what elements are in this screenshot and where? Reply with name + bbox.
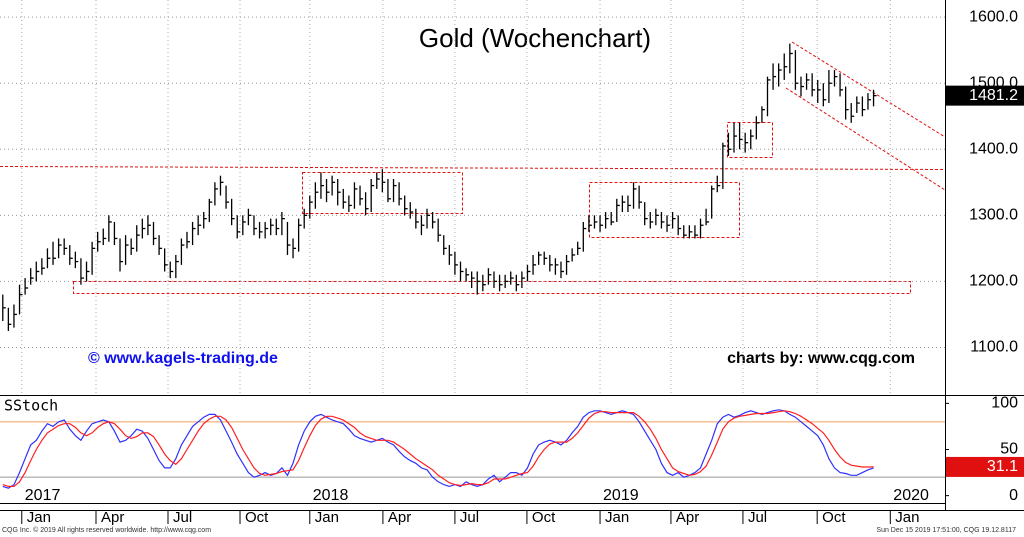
x-tick-label: Jan	[27, 509, 51, 526]
year-label: 2019	[603, 487, 639, 504]
panel-title: SStoch	[4, 397, 58, 415]
y-tick-label: 1600.0	[969, 8, 1018, 25]
chart-title: Gold (Wochenchart)	[419, 23, 651, 53]
x-tick-label: Jul	[173, 509, 192, 526]
channel-line	[791, 41, 946, 138]
y-tick-label: 1100.0	[970, 339, 1018, 356]
x-tick-label: Oct	[822, 509, 846, 526]
x-tick-label: Apr	[388, 509, 411, 526]
y-tick-label: 100	[991, 395, 1018, 412]
last-value-label: 31.1	[987, 458, 1018, 475]
annotation: © www.kagels-trading.de	[88, 350, 278, 367]
x-tick-label: Oct	[245, 509, 269, 526]
y-tick-label: 1400.0	[969, 140, 1018, 157]
year-label: 2017	[25, 487, 61, 504]
last-value-box	[946, 456, 1024, 477]
stoch-line	[2, 410, 874, 487]
x-tick-label: Apr	[676, 509, 699, 526]
x-tick-label: Oct	[532, 509, 556, 526]
support-box	[73, 281, 911, 294]
x-tick-label: Apr	[101, 509, 124, 526]
year-label: 2020	[893, 487, 929, 504]
y-tick-label: 50	[1000, 441, 1018, 458]
last-price-box	[946, 85, 1024, 106]
annotation: charts by: www.cqg.com	[727, 350, 915, 367]
y-tick-label: 0	[1009, 487, 1018, 504]
year-label: 2018	[313, 487, 349, 504]
x-tick-label: Jul	[460, 509, 479, 526]
last-price-label: 1481.2	[969, 87, 1018, 104]
range-box	[589, 182, 740, 238]
stoch-line	[2, 409, 874, 489]
footer: Sun Dec 15 2019 17:51:00, CQG 19.12.8117	[876, 527, 1016, 534]
channel-line	[785, 87, 946, 191]
y-tick-label: 1300.0	[969, 207, 1018, 224]
y-tick-label: 1200.0	[969, 273, 1018, 290]
x-tick-label: Jul	[748, 509, 767, 526]
footer: CQG Inc. © 2019 All rights reserved worl…	[2, 526, 211, 534]
x-tick-label: Jan	[895, 509, 919, 526]
x-tick-label: Jan	[605, 509, 629, 526]
x-tick-label: Jan	[315, 509, 339, 526]
resistance-line	[0, 166, 946, 170]
range-box	[727, 122, 773, 158]
